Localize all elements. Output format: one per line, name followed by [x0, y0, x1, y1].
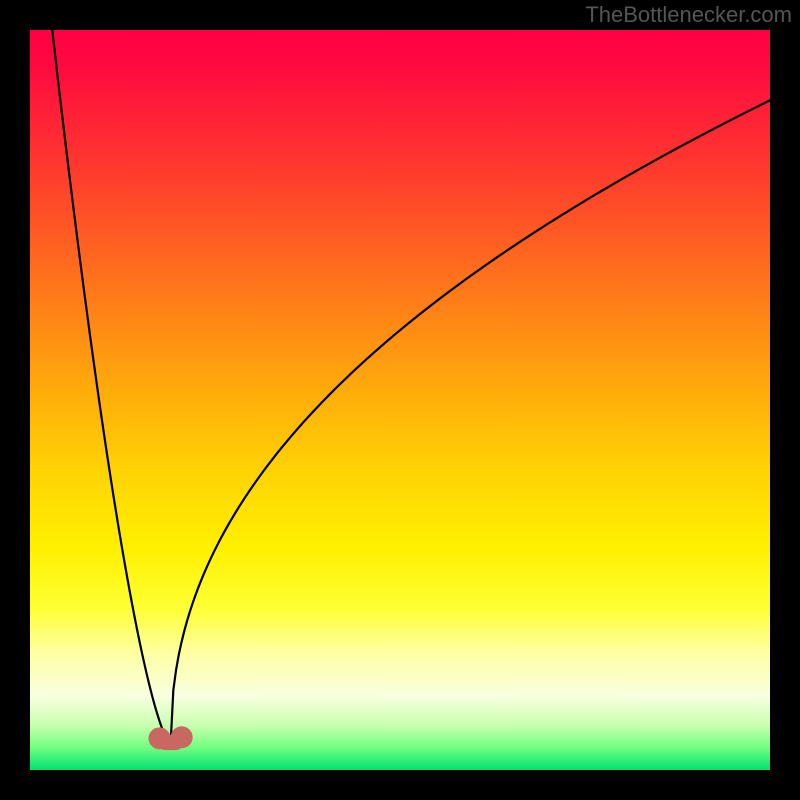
gradient-background [30, 30, 770, 770]
plot-area [30, 30, 770, 770]
watermark-text: TheBottlenecker.com [585, 2, 792, 28]
chart-svg [30, 30, 770, 770]
chart-container: TheBottlenecker.com [0, 0, 800, 800]
